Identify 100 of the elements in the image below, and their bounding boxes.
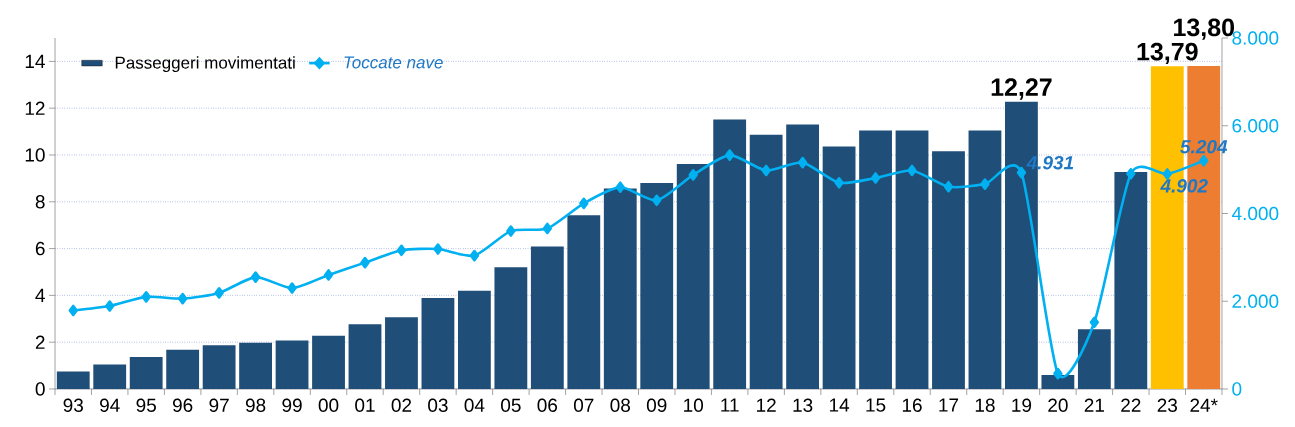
x-tick-label: 94 bbox=[100, 398, 120, 412]
bar bbox=[786, 124, 820, 389]
x-tick-label: 96 bbox=[172, 398, 193, 412]
x-tick-label: 95 bbox=[136, 398, 156, 412]
x-tick-label: 13 bbox=[793, 398, 813, 412]
bar bbox=[56, 371, 90, 389]
y2-tick-label: 6.000 bbox=[1232, 119, 1279, 133]
point bbox=[396, 244, 407, 257]
data-label: 13,79 bbox=[1137, 42, 1198, 65]
point bbox=[1162, 168, 1172, 180]
point bbox=[1126, 167, 1136, 180]
y2-tick-label: 4.000 bbox=[1231, 206, 1279, 221]
bar bbox=[713, 119, 747, 389]
y2-tick-label: 0 bbox=[1232, 382, 1242, 396]
point bbox=[542, 222, 553, 235]
point bbox=[725, 149, 735, 161]
point bbox=[469, 249, 480, 262]
point bbox=[980, 178, 990, 190]
x-tick-label: 19 bbox=[1012, 398, 1032, 412]
x-tick-label: 99 bbox=[282, 398, 302, 412]
x-tick-label: 24* bbox=[1190, 398, 1218, 412]
x-tick-label: 18 bbox=[975, 398, 995, 412]
y-tick-label: 2 bbox=[35, 335, 45, 349]
point bbox=[1089, 316, 1100, 329]
y-tick-label: 4 bbox=[35, 288, 45, 302]
x-tick-label: 93 bbox=[63, 398, 83, 412]
bar bbox=[640, 183, 674, 389]
point bbox=[943, 180, 954, 193]
point bbox=[323, 269, 334, 281]
bar bbox=[348, 324, 382, 389]
bar bbox=[239, 342, 272, 389]
bar bbox=[129, 356, 163, 389]
bar bbox=[859, 130, 892, 389]
data-label: 13,80 bbox=[1174, 18, 1234, 40]
x-tick-label: 97 bbox=[209, 398, 229, 412]
x-tick-label: 08 bbox=[610, 398, 631, 412]
bar bbox=[822, 146, 856, 389]
bar bbox=[968, 130, 1002, 389]
bar bbox=[932, 151, 965, 389]
y-tick-label: 12 bbox=[25, 101, 45, 115]
bar bbox=[385, 317, 418, 389]
y2-tick-label: 8.000 bbox=[1232, 31, 1279, 45]
bar bbox=[494, 267, 528, 389]
bar bbox=[603, 188, 637, 389]
bar bbox=[1114, 172, 1148, 389]
bar bbox=[93, 364, 127, 389]
bar bbox=[567, 215, 601, 389]
x-tick-label: 03 bbox=[428, 398, 448, 412]
point bbox=[870, 172, 881, 184]
legend-label: Passeggeri movimentati bbox=[115, 56, 295, 73]
bar bbox=[421, 297, 455, 389]
x-tick-label: 14 bbox=[829, 398, 850, 412]
x-tick-label: 09 bbox=[646, 398, 667, 412]
point bbox=[761, 164, 771, 177]
point bbox=[433, 243, 443, 255]
x-tick-label: 05 bbox=[501, 398, 521, 412]
bar bbox=[202, 345, 236, 389]
point bbox=[287, 282, 297, 294]
point bbox=[834, 176, 844, 189]
x-tick-label: 00 bbox=[318, 398, 339, 412]
y-tick-label: 0 bbox=[35, 382, 45, 396]
point bbox=[68, 304, 78, 317]
point bbox=[506, 225, 516, 237]
x-tick-label: 23 bbox=[1157, 398, 1178, 412]
y-tick-label: 8 bbox=[35, 195, 45, 209]
bar bbox=[676, 164, 710, 389]
x-tick-label: 17 bbox=[939, 398, 959, 412]
point bbox=[177, 292, 188, 305]
point bbox=[250, 271, 261, 283]
bar bbox=[166, 349, 200, 389]
bar bbox=[530, 246, 564, 389]
x-tick-label: 22 bbox=[1121, 398, 1141, 412]
data-label: 12,27 bbox=[991, 78, 1052, 100]
point bbox=[579, 197, 589, 210]
point bbox=[214, 287, 224, 299]
x-tick-label: 04 bbox=[464, 398, 485, 412]
x-tick-label: 16 bbox=[902, 398, 922, 412]
x-tick-label: 21 bbox=[1084, 398, 1104, 412]
y-tick-label: 14 bbox=[25, 54, 45, 68]
point bbox=[797, 156, 808, 169]
bar bbox=[312, 335, 345, 389]
point bbox=[1053, 367, 1063, 380]
point bbox=[688, 169, 698, 181]
bar bbox=[749, 134, 783, 389]
point bbox=[907, 164, 917, 177]
bar bbox=[275, 340, 309, 389]
x-tick-label: 01 bbox=[355, 398, 375, 412]
y2-tick-label: 2.000 bbox=[1232, 294, 1279, 308]
point bbox=[652, 194, 662, 207]
point bbox=[141, 291, 151, 303]
x-tick-label: 07 bbox=[573, 398, 594, 412]
bar bbox=[895, 130, 929, 389]
x-tick-label: 11 bbox=[721, 398, 739, 412]
x-tick-label: 15 bbox=[866, 398, 886, 412]
legend-label: Toccate nave bbox=[344, 56, 443, 69]
x-tick-label: 12 bbox=[757, 398, 776, 412]
point bbox=[615, 181, 625, 193]
bar bbox=[1041, 374, 1075, 389]
x-tick-label: 02 bbox=[391, 398, 412, 412]
y-tick-label: 6 bbox=[35, 241, 45, 256]
